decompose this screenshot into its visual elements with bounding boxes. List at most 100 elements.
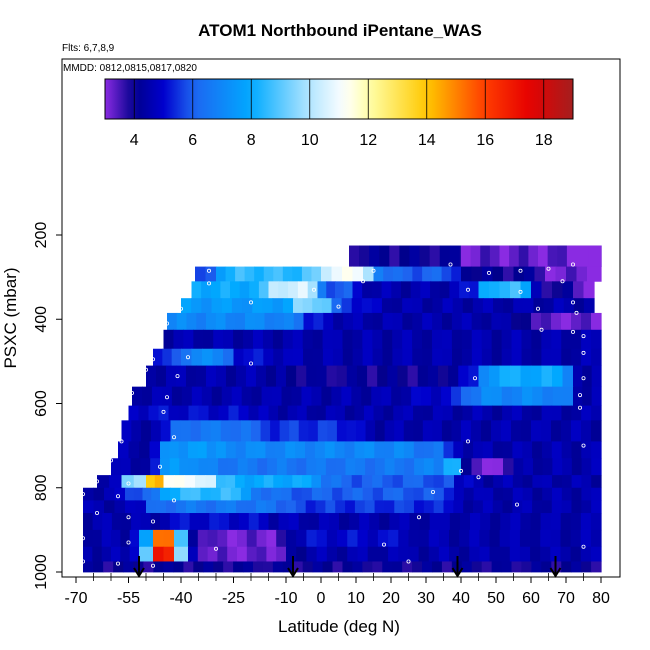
heat-cell: [452, 458, 462, 476]
heat-cell: [566, 266, 578, 282]
heat-cell: [179, 513, 191, 531]
heat-cell: [374, 458, 386, 476]
sample-point: [416, 515, 421, 520]
heat-cell: [273, 266, 284, 282]
heat-cell: [146, 365, 157, 388]
heat-cell: [454, 475, 465, 489]
heat-cell: [203, 329, 214, 350]
heat-cell: [571, 441, 582, 459]
heat-cell: [210, 420, 222, 442]
heat-cell: [260, 420, 271, 442]
heat-cell: [581, 458, 592, 476]
heat-cell: [413, 487, 425, 501]
heat-cell: [248, 405, 260, 421]
heat-cell: [296, 365, 307, 388]
heat-cell: [344, 405, 356, 421]
heat-cell: [419, 245, 431, 267]
heat-cell: [551, 312, 562, 331]
flight-arrow-head: [549, 567, 562, 578]
heat-cell: [534, 266, 546, 282]
sample-point: [574, 310, 579, 315]
heat-cell: [423, 441, 435, 459]
heat-cell: [286, 500, 297, 514]
heat-cell: [481, 312, 493, 331]
heat-cell: [181, 386, 193, 407]
heat-cell: [336, 420, 348, 442]
heat-cell: [591, 458, 602, 476]
heat-cell: [491, 312, 502, 331]
heat-cell: [571, 458, 583, 476]
heat-cell: [422, 405, 434, 421]
heat-cell: [550, 513, 562, 531]
heat-cell: [479, 546, 491, 562]
heat-cell: [352, 312, 364, 331]
heat-cell: [166, 500, 177, 514]
sample-point: [581, 376, 586, 381]
heat-cell: [121, 420, 132, 442]
heat-cell: [243, 329, 254, 350]
heat-cell: [167, 312, 178, 331]
heat-cell: [530, 529, 541, 548]
heat-cell: [302, 561, 314, 573]
x-tick-label: 10: [347, 590, 365, 607]
heat-cell: [335, 405, 346, 421]
heat-cell: [148, 405, 160, 421]
heat-cell: [248, 513, 260, 531]
heat-cell: [489, 245, 501, 267]
heat-cell: [207, 546, 218, 562]
heat-cell: [292, 475, 303, 489]
heat-cell: [346, 420, 357, 442]
sample-point: [126, 540, 131, 545]
heat-cell: [345, 458, 356, 476]
heat-cell: [118, 441, 130, 459]
heat-cell: [292, 329, 304, 350]
heat-cell: [377, 365, 388, 388]
heat-cell: [452, 348, 463, 366]
heat-cell: [291, 487, 303, 501]
heat-cell: [433, 500, 445, 514]
heat-cell: [503, 458, 515, 476]
heat-cell: [392, 348, 403, 366]
heat-cell: [123, 561, 134, 573]
heat-cell: [382, 329, 393, 350]
heat-cell: [453, 441, 464, 459]
heat-cell: [231, 386, 243, 407]
sample-point: [185, 355, 190, 360]
heat-cell: [398, 529, 410, 548]
heat-cell: [591, 500, 602, 514]
heat-cell: [519, 546, 531, 562]
heat-cell: [306, 365, 317, 388]
heat-cell: [191, 348, 203, 366]
heat-cell: [221, 386, 233, 407]
heat-cell: [503, 298, 514, 314]
heat-cell: [545, 266, 557, 282]
heat-cell: [114, 500, 126, 514]
heat-cell: [326, 546, 338, 562]
heat-cell: [449, 529, 460, 548]
heat-cell: [163, 329, 175, 350]
heat-cell: [381, 386, 392, 407]
sample-point: [150, 519, 155, 524]
heat-cell: [566, 245, 578, 267]
heat-cell: [551, 561, 562, 573]
heat-cell: [591, 348, 602, 366]
heat-cell: [328, 513, 340, 531]
heat-cell: [409, 245, 421, 267]
sample-point: [143, 367, 148, 372]
sample-point: [571, 262, 576, 267]
heat-cell: [432, 298, 444, 314]
sample-point: [581, 334, 586, 339]
heat-cell: [102, 513, 113, 531]
heat-cell: [538, 245, 549, 267]
heat-cell: [573, 281, 585, 299]
heat-cell: [362, 487, 374, 501]
heat-cell: [581, 475, 592, 489]
heat-cell: [591, 312, 602, 331]
heat-cell: [153, 546, 165, 562]
heat-cell: [478, 281, 490, 299]
heat-cell: [501, 386, 513, 407]
heat-cell: [532, 487, 543, 501]
heat-cell: [367, 365, 378, 388]
heat-cell: [552, 281, 564, 299]
